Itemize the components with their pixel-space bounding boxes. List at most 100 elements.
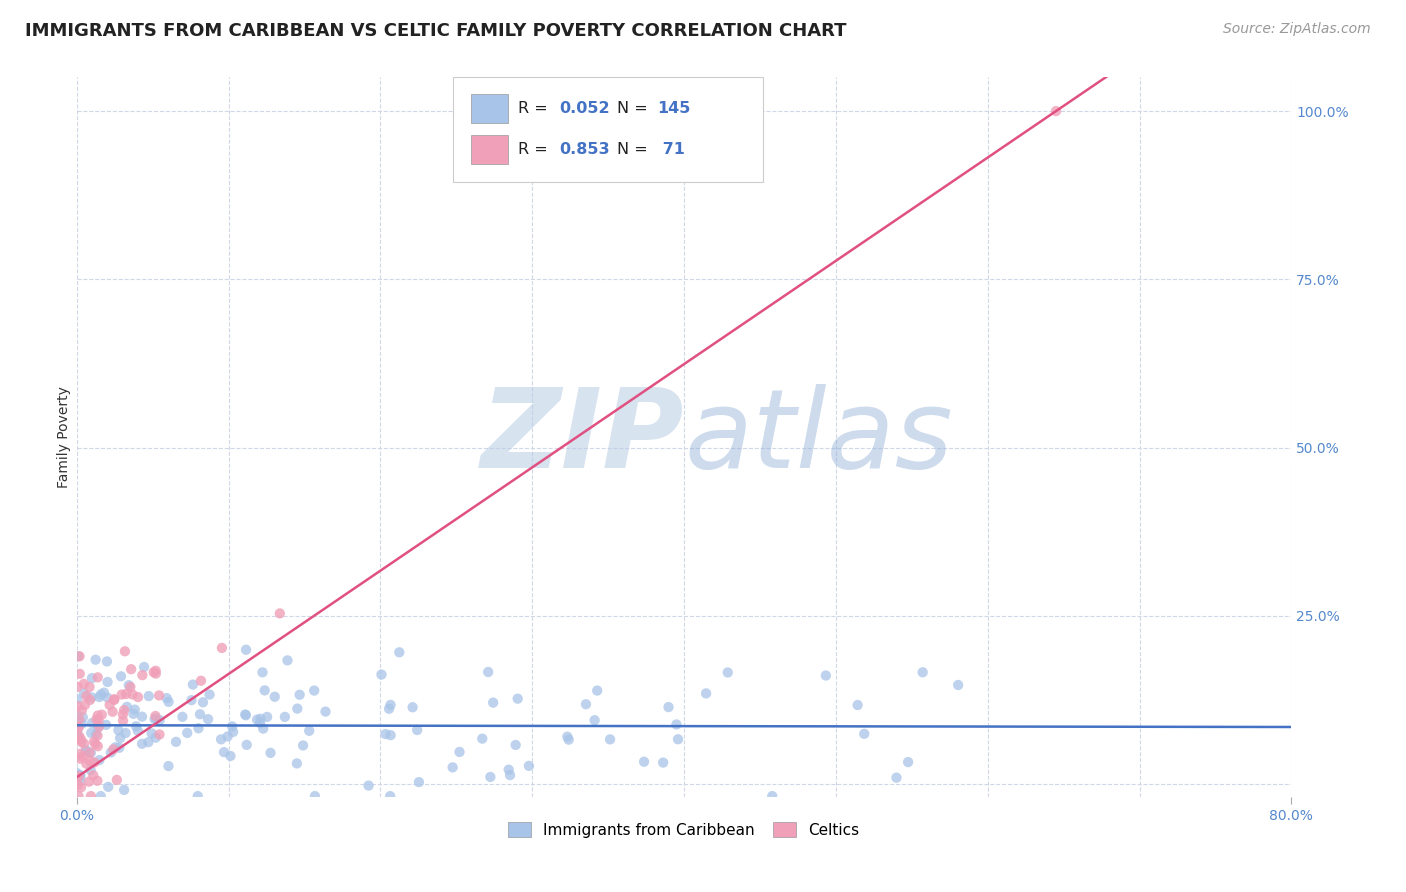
Point xyxy=(657,700,679,714)
Point xyxy=(252,722,274,736)
Point xyxy=(66,649,89,664)
Point xyxy=(118,678,141,692)
Point xyxy=(79,693,101,707)
Text: ZIP: ZIP xyxy=(481,384,685,491)
Point xyxy=(131,709,153,723)
Text: N =: N = xyxy=(617,101,654,116)
Point xyxy=(82,768,104,782)
Point xyxy=(69,649,91,664)
Point xyxy=(187,721,209,735)
Point xyxy=(285,756,308,771)
Point xyxy=(181,677,204,691)
Point xyxy=(197,712,219,726)
Point xyxy=(108,731,131,745)
Point xyxy=(66,708,89,723)
Point xyxy=(66,692,89,706)
Point xyxy=(69,752,91,766)
Point xyxy=(86,713,108,727)
Point xyxy=(304,789,326,803)
Point xyxy=(66,699,89,714)
Point xyxy=(853,727,876,741)
Point xyxy=(75,689,97,703)
Point xyxy=(79,763,101,777)
Point xyxy=(70,749,93,764)
Point xyxy=(165,735,187,749)
Point xyxy=(124,703,146,717)
Point xyxy=(73,698,96,712)
Point xyxy=(66,680,89,694)
Point xyxy=(315,705,337,719)
Point xyxy=(249,716,271,731)
Point xyxy=(83,756,105,770)
Point xyxy=(219,748,242,763)
Point xyxy=(125,719,148,733)
Point xyxy=(67,769,90,783)
Point xyxy=(897,755,920,769)
Point xyxy=(145,731,167,745)
Y-axis label: Family Poverty: Family Poverty xyxy=(58,386,72,489)
Point xyxy=(103,692,125,706)
Text: N =: N = xyxy=(617,142,654,157)
Point xyxy=(75,743,97,757)
Point xyxy=(408,775,430,789)
Point xyxy=(112,714,135,728)
Point xyxy=(80,690,103,705)
Point xyxy=(86,773,108,788)
Point xyxy=(86,729,108,743)
Point xyxy=(406,723,429,737)
Point xyxy=(120,662,142,676)
Point xyxy=(374,727,396,741)
Point xyxy=(652,756,675,770)
Point xyxy=(111,707,134,722)
Point xyxy=(449,745,471,759)
Point xyxy=(235,708,257,723)
Point xyxy=(80,715,103,730)
Point xyxy=(441,760,464,774)
Point xyxy=(886,771,908,785)
Point xyxy=(80,746,103,760)
Text: R =: R = xyxy=(517,142,553,157)
Point xyxy=(67,713,90,727)
Point xyxy=(479,770,502,784)
Point xyxy=(96,690,118,705)
Point xyxy=(221,719,243,733)
Point xyxy=(79,680,101,694)
Point xyxy=(94,718,117,732)
Point xyxy=(172,710,194,724)
Point xyxy=(67,729,90,743)
Point xyxy=(357,779,380,793)
Point xyxy=(66,730,89,744)
Point xyxy=(89,690,111,704)
Point xyxy=(253,683,276,698)
FancyBboxPatch shape xyxy=(471,94,508,123)
Point xyxy=(100,746,122,760)
Point xyxy=(380,728,402,742)
Point xyxy=(557,732,579,747)
Text: R =: R = xyxy=(517,101,553,116)
Point xyxy=(112,783,135,797)
Point xyxy=(276,653,298,667)
Point xyxy=(274,710,297,724)
Point xyxy=(148,727,170,741)
Point xyxy=(73,737,96,751)
Point xyxy=(263,690,285,704)
Point xyxy=(717,665,740,680)
Point xyxy=(80,671,103,685)
Text: IMMIGRANTS FROM CARIBBEAN VS CELTIC FAMILY POVERTY CORRELATION CHART: IMMIGRANTS FROM CARIBBEAN VS CELTIC FAMI… xyxy=(25,22,846,40)
Text: 145: 145 xyxy=(658,101,690,116)
Point xyxy=(145,709,167,723)
Point xyxy=(83,734,105,748)
Point xyxy=(70,735,93,749)
Point xyxy=(101,705,124,719)
Point xyxy=(114,726,136,740)
Point xyxy=(599,732,621,747)
Point xyxy=(87,739,110,754)
Text: 0.052: 0.052 xyxy=(560,101,610,116)
Point xyxy=(138,735,160,749)
Point xyxy=(87,714,110,728)
Point xyxy=(66,720,89,734)
Text: Source: ZipAtlas.com: Source: ZipAtlas.com xyxy=(1223,22,1371,37)
Point xyxy=(90,789,112,803)
Point xyxy=(198,688,221,702)
Point xyxy=(145,666,167,681)
